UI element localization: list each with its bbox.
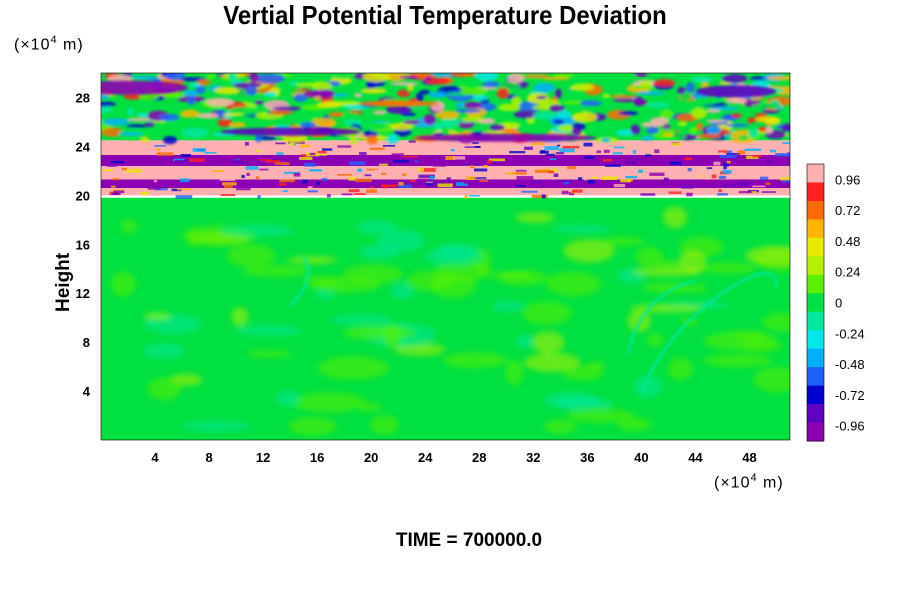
colorbar-tick-label: -0.72 [835,388,865,403]
x-axis: 4 8 12 16 20 24 28 32 36 40 44 48 [151,450,756,465]
x-tick-label: 40 [634,450,648,465]
colorbar-swatch [807,422,824,442]
colorbar-tick-label: 0 [835,296,842,311]
colorbar-swatch [807,164,824,183]
x-tick-label: 20 [364,450,378,465]
colorbar-tick-label: -0.24 [835,326,865,341]
x-tick-label: 12 [256,450,270,465]
plot-area [101,73,790,440]
colorbar-swatch [807,367,824,387]
layer-noise [102,140,790,199]
colorbar-tick-label: 0.24 [835,265,860,280]
colorbar-swatch [807,256,824,276]
colorbar: 0.96 0.72 0.48 0.24 0 -0.24 -0.48 -0.72 -0.96 [806,163,865,442]
colorbar-tick-label: 0.48 [835,234,860,249]
x-tick-label: 4 [151,450,159,465]
time-label: TIME = 700000.0 [395,530,543,551]
y-tick-label: 4 [83,384,91,399]
colorbar-tick-label: -0.96 [835,419,865,434]
x-tick-label: 36 [580,450,594,465]
plot-frame [100,72,791,441]
y-tick-label: 28 [76,90,90,105]
colorbar-swatch [807,348,824,368]
colorbar-swatch [807,237,824,257]
y-tick-label: 16 [76,237,90,252]
x-tick-label: 48 [742,450,756,465]
x-tick-label: 24 [418,450,433,465]
heatmap-band [101,154,790,166]
y-tick-label: 24 [76,139,91,154]
y-tick-label: 12 [76,286,90,301]
colorbar-swatch [807,274,824,294]
colorbar-tick-label: 0.72 [835,203,860,218]
colorbar-swatch [807,182,824,202]
x-tick-label: 8 [205,450,212,465]
colorbar-tick-label: -0.48 [835,357,865,372]
y-unit-label: (×104 m) [14,34,84,54]
colorbar-swatch [807,219,824,239]
colorbar-swatch [807,293,824,313]
x-unit-label: (×104 m) [714,472,784,492]
lower-texture [110,206,790,437]
x-tick-label: 16 [310,450,324,465]
x-tick-label: 44 [688,450,703,465]
y-axis: 4 8 12 16 20 24 28 [76,90,91,399]
y-tick-label: 20 [76,188,90,203]
x-tick-label: 28 [472,450,486,465]
colorbar-swatch [807,311,824,331]
colorbar-swatch [807,404,824,424]
heatmap-band [101,165,790,180]
x-tick-label: 32 [526,450,540,465]
colorbar-swatch [807,385,824,405]
heatmap-band [101,187,790,196]
y-tick-label: 8 [83,335,90,350]
colorbar-tick-label: 0.96 [835,172,860,187]
heatmap-band [101,140,790,155]
colorbar-swatch [807,330,824,350]
chart-title: Vertial Potential Temperature Deviation [223,0,667,30]
colorbar-swatch [807,200,824,220]
